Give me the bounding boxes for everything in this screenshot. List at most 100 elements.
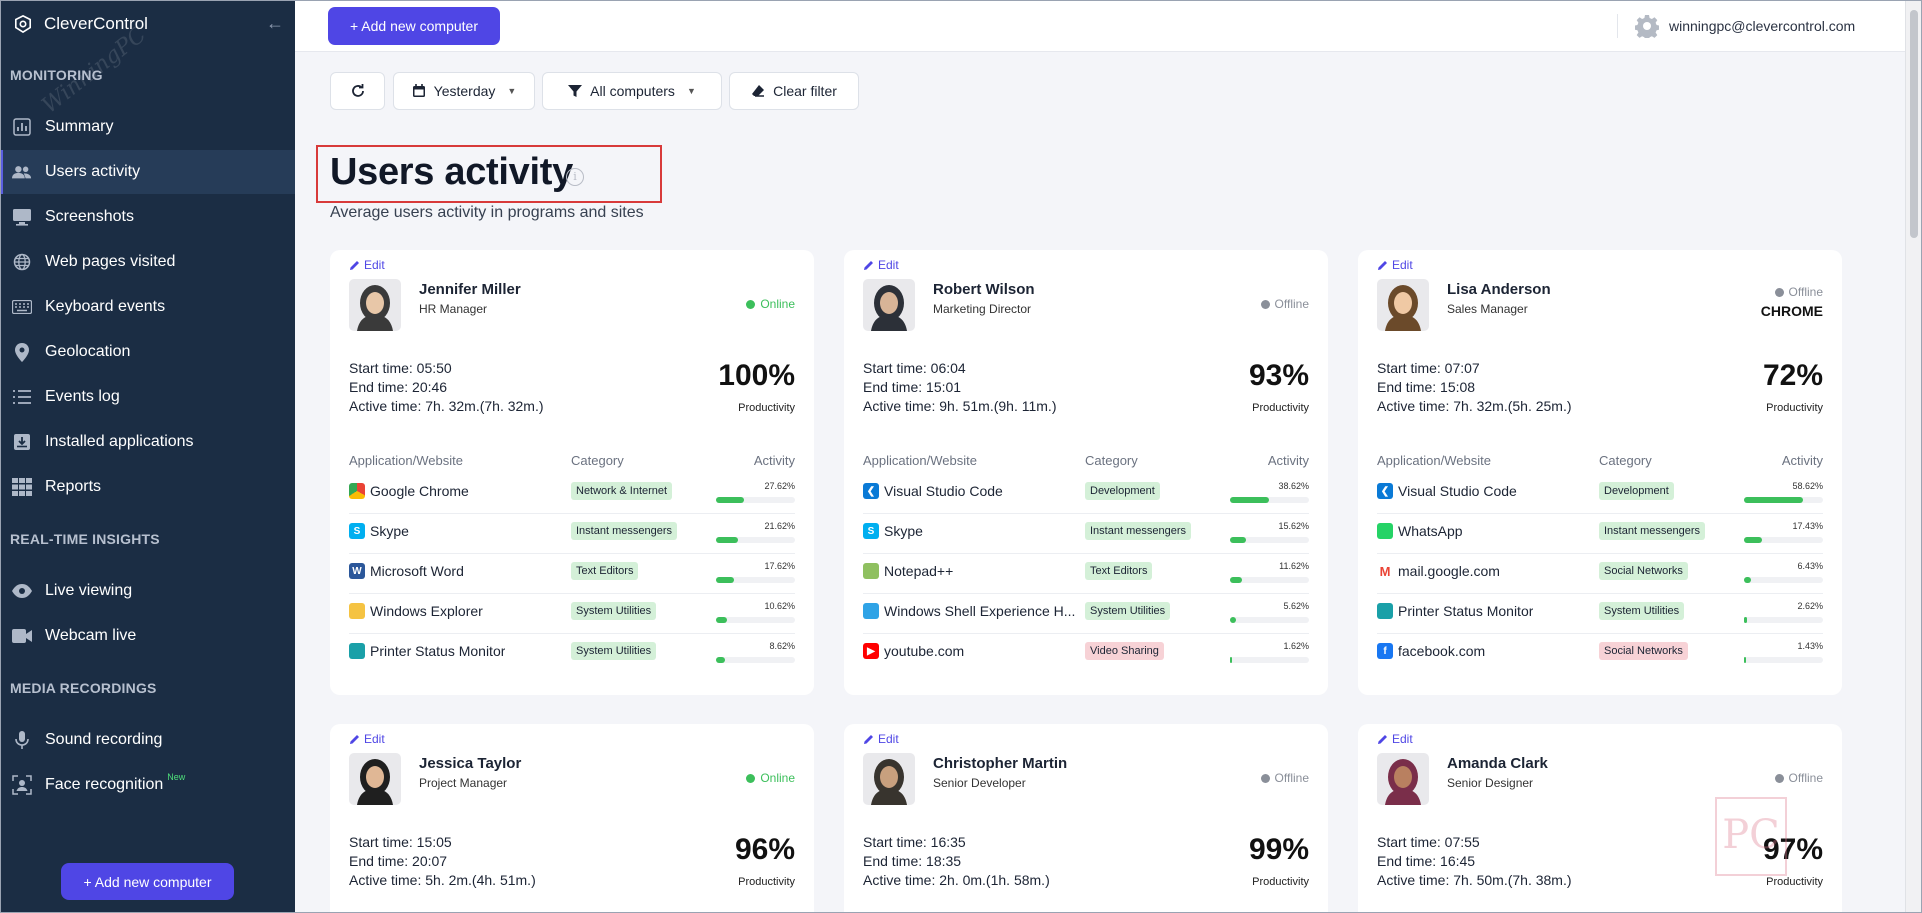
table-row[interactable]: S Skype Instant messengers 15.62% bbox=[863, 514, 1309, 554]
app-name: Printer Status Monitor bbox=[1398, 603, 1534, 619]
sidebar-item-label: Reports bbox=[45, 478, 102, 495]
table-row[interactable]: ❮ Visual Studio Code Development 58.62% bbox=[1377, 474, 1823, 514]
scroll-thumb[interactable] bbox=[1910, 10, 1918, 238]
user-card: Edit Robert Wilson Marketing Director Of… bbox=[844, 250, 1328, 695]
add-computer-button[interactable]: + Add new computer bbox=[328, 7, 500, 45]
table-row[interactable]: WhatsApp Instant messengers 17.43% bbox=[1377, 514, 1823, 554]
table-row[interactable]: Printer Status Monitor System Utilities … bbox=[349, 634, 795, 674]
sidebar-item-web-pages[interactable]: Web pages visited bbox=[0, 240, 295, 284]
filter-icon bbox=[568, 85, 583, 97]
table-row[interactable]: Windows Explorer System Utilities 10.62% bbox=[349, 594, 795, 634]
eye-icon bbox=[12, 581, 32, 601]
activity-percent: 8.62% bbox=[769, 641, 795, 651]
sidebar-item-live-viewing[interactable]: Live viewing bbox=[0, 569, 295, 613]
sidebar-item-installed-apps[interactable]: Installed applications bbox=[0, 420, 295, 464]
download-box-icon bbox=[12, 432, 32, 452]
user-name[interactable]: Jennifer Miller bbox=[419, 281, 521, 298]
clear-filter-button[interactable]: Clear filter bbox=[729, 72, 859, 110]
activity-bar bbox=[716, 617, 795, 623]
end-time: End time: 20:07 bbox=[349, 853, 448, 869]
section-monitoring: MONITORING bbox=[10, 67, 103, 83]
sidebar-item-summary[interactable]: Summary bbox=[0, 105, 295, 149]
avatar[interactable] bbox=[1377, 279, 1429, 331]
sidebar-add-computer-button[interactable]: + Add new computer bbox=[61, 863, 234, 900]
category-tag: System Utilities bbox=[571, 642, 657, 660]
apps-table-header: Application/Website Category Activity bbox=[1377, 453, 1823, 469]
status-badge: Online bbox=[746, 297, 795, 311]
active-time: Active time: 7h. 32m.(5h. 25m.) bbox=[1377, 398, 1572, 414]
col-app: Application/Website bbox=[1377, 453, 1491, 468]
table-row[interactable]: Google Chrome Network & Internet 27.62% bbox=[349, 474, 795, 514]
gear-icon[interactable] bbox=[1635, 14, 1659, 38]
sidebar-item-events-log[interactable]: Events log bbox=[0, 375, 295, 419]
sidebar-item-geolocation[interactable]: Geolocation bbox=[0, 330, 295, 374]
calendar-icon bbox=[412, 84, 425, 97]
sidebar-item-users-activity[interactable]: Users activity bbox=[0, 150, 295, 194]
user-email[interactable]: winningpc@clevercontrol.com bbox=[1669, 18, 1856, 34]
productivity-value: 96% bbox=[734, 833, 795, 866]
activity-bar bbox=[1744, 617, 1823, 623]
edit-link[interactable]: Edit bbox=[1377, 732, 1413, 746]
user-name[interactable]: Robert Wilson bbox=[933, 281, 1035, 298]
apps-table: ❮ Visual Studio Code Development 38.62% … bbox=[863, 474, 1309, 674]
user-role: Marketing Director bbox=[933, 302, 1032, 316]
table-row[interactable]: f facebook.com Social Networks 1.43% bbox=[1377, 634, 1823, 674]
avatar[interactable] bbox=[1377, 753, 1429, 805]
scrollbar[interactable] bbox=[1905, 0, 1922, 913]
table-row[interactable]: Printer Status Monitor System Utilities … bbox=[1377, 594, 1823, 634]
sidebar-item-label: Live viewing bbox=[45, 582, 133, 599]
table-row[interactable]: ▶ youtube.com Video Sharing 1.62% bbox=[863, 634, 1309, 674]
youtube-icon: ▶ bbox=[863, 643, 879, 659]
user-name[interactable]: Lisa Anderson bbox=[1447, 281, 1551, 298]
col-activity: Activity bbox=[1267, 453, 1309, 468]
user-card: Edit Lisa Anderson Sales Manager Offline… bbox=[1358, 250, 1842, 695]
brand[interactable]: CleverControl bbox=[14, 10, 148, 38]
sidebar-item-webcam-live[interactable]: Webcam live bbox=[0, 614, 295, 658]
table-row[interactable]: W Microsoft Word Text Editors 17.62% bbox=[349, 554, 795, 594]
sidebar-item-sound-recording[interactable]: Sound recording bbox=[0, 718, 295, 762]
table-row[interactable]: ❮ Visual Studio Code Development 38.62% bbox=[863, 474, 1309, 514]
status-label: Online bbox=[760, 297, 795, 311]
edit-link[interactable]: Edit bbox=[1377, 258, 1413, 272]
table-row[interactable]: Notepad++ Text Editors 11.62% bbox=[863, 554, 1309, 594]
edit-link[interactable]: Edit bbox=[349, 258, 385, 272]
refresh-button[interactable] bbox=[330, 72, 385, 110]
computers-filter-dropdown[interactable]: All computers ▼ bbox=[542, 72, 722, 110]
sidebar-item-keyboard-events[interactable]: Keyboard events bbox=[0, 285, 295, 329]
avatar[interactable] bbox=[349, 753, 401, 805]
users-icon bbox=[12, 162, 32, 182]
user-name[interactable]: Christopher Martin bbox=[933, 755, 1068, 772]
apps-table: Google Chrome Network & Internet 27.62% … bbox=[349, 474, 795, 674]
sidebar-item-face-recognition[interactable]: Face recognition New bbox=[0, 763, 295, 807]
user-name[interactable]: Jessica Taylor bbox=[419, 755, 522, 772]
vscode-icon: ❮ bbox=[1377, 483, 1393, 499]
windows-shell-icon bbox=[863, 603, 879, 619]
table-row[interactable]: M mail.google.com Social Networks 6.43% bbox=[1377, 554, 1823, 594]
video-icon bbox=[12, 626, 32, 646]
start-time: Start time: 07:55 bbox=[1377, 834, 1480, 850]
status-badge: Offline bbox=[1260, 771, 1309, 785]
sidebar-item-screenshots[interactable]: Screenshots bbox=[0, 195, 295, 239]
collapse-sidebar-icon[interactable]: ← bbox=[266, 13, 284, 33]
sidebar-item-label: Web pages visited bbox=[45, 253, 176, 270]
apps-table: ❮ Visual Studio Code Development 58.62% … bbox=[1377, 474, 1823, 674]
category-tag: Video Sharing bbox=[1085, 642, 1164, 660]
user-card: Edit Jessica Taylor Project Manager Onli… bbox=[330, 724, 814, 913]
avatar[interactable] bbox=[349, 279, 401, 331]
start-time: Start time: 15:05 bbox=[349, 834, 452, 850]
edit-link[interactable]: Edit bbox=[349, 732, 385, 746]
vscode-icon: ❮ bbox=[863, 483, 879, 499]
avatar[interactable] bbox=[863, 753, 915, 805]
map-pin-icon bbox=[12, 342, 32, 362]
table-row[interactable]: Windows Shell Experience H... System Uti… bbox=[863, 594, 1309, 634]
table-row[interactable]: S Skype Instant messengers 21.62% bbox=[349, 514, 795, 554]
start-time: Start time: 07:07 bbox=[1377, 360, 1480, 376]
user-name[interactable]: Amanda Clark bbox=[1447, 755, 1548, 772]
edit-link[interactable]: Edit bbox=[863, 258, 899, 272]
activity-bar-fill bbox=[1230, 577, 1242, 583]
edit-link[interactable]: Edit bbox=[863, 732, 899, 746]
sidebar-item-reports[interactable]: Reports bbox=[0, 465, 295, 509]
info-icon[interactable]: i bbox=[566, 168, 584, 186]
date-filter-dropdown[interactable]: Yesterday ▼ bbox=[393, 72, 535, 110]
avatar[interactable] bbox=[863, 279, 915, 331]
